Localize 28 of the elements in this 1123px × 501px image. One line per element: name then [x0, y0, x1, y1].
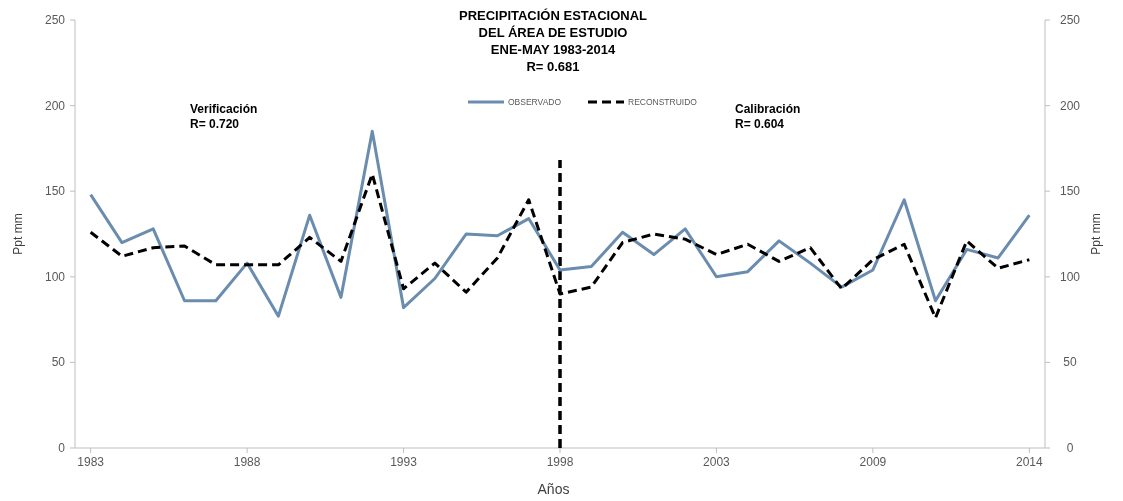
y-tick-label: 100 — [44, 269, 66, 284]
y2-tick-label: 200 — [1059, 98, 1081, 113]
y-tick-label: 150 — [44, 184, 66, 199]
y2-tick-label: 150 — [1059, 184, 1081, 199]
y2-axis-title: Ppt mm — [1089, 213, 1103, 255]
x-tick-label: 2003 — [703, 455, 731, 469]
line-series — [89, 129, 1031, 318]
x-tick-label: 2014 — [1016, 455, 1044, 469]
x-tick-label: 2009 — [859, 455, 887, 469]
y-tick-label: 0 — [58, 441, 66, 455]
y-axis-title: Ppt mm — [11, 213, 25, 255]
legend-label: RECONSTRUIDO — [628, 97, 698, 107]
y2-tick-label: 50 — [1063, 355, 1077, 370]
y2-tick-label: 100 — [1059, 269, 1081, 284]
x-tick-label: 1998 — [546, 455, 574, 469]
annotation: Verificación R= 0.720 — [190, 102, 258, 131]
text: PRECIPITACIÓN ESTACIONAL DEL ÁREA DE ESTUDIO ENE-MAY 1983-2014 R= 0.681 — [458, 8, 648, 74]
x-tick-label: 1988 — [233, 455, 261, 469]
x-axis-title: Años — [537, 481, 570, 497]
y-tick-label: 200 — [44, 98, 66, 113]
y-tick-label: 250 — [44, 13, 66, 27]
x-tick-label: 1983 — [77, 455, 105, 469]
y-tick-label: 50 — [51, 355, 66, 370]
legend-label: OBSERVADO — [508, 97, 562, 107]
y2-tick-label: 250 — [1059, 13, 1081, 27]
x-tick-label: 1993 — [390, 455, 418, 469]
annotation: Calibración R= 0.604 — [735, 102, 801, 131]
y2-tick-label: 0 — [1066, 441, 1074, 455]
